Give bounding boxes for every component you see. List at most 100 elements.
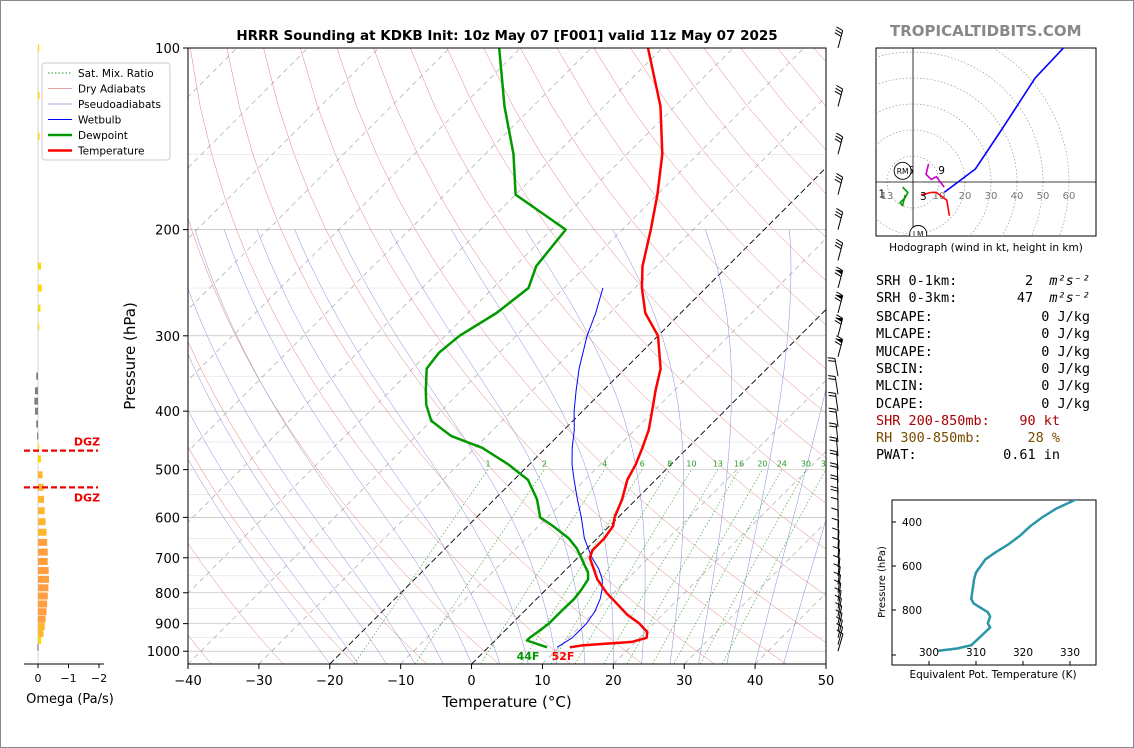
pseudoadiabat [451, 229, 614, 664]
dry-adiabat [188, 542, 284, 664]
legend-entry: Dry Adiabats [78, 84, 146, 96]
barb-feather [828, 391, 836, 394]
hodo-storm-label: LM [913, 230, 924, 239]
srh-0-3km-row: SRH 0-3km: 47 m²s⁻² [876, 290, 1090, 307]
wind-barb [834, 173, 844, 195]
omega-bar [37, 643, 39, 651]
barb-feather [832, 536, 840, 541]
hodograph-caption: Hodograph (wind in kt, height in km) [889, 242, 1083, 254]
hodo-ring-label: 20 [959, 191, 972, 202]
barb-feather [833, 563, 841, 567]
hodo-height-label: 1 [878, 189, 885, 201]
index-value: 0 J/kg [1041, 360, 1090, 377]
wind-barb [828, 391, 839, 412]
skewt-plot-frame [187, 47, 827, 665]
wind-barb [834, 132, 844, 155]
barb-feather [830, 488, 838, 492]
barb-staff [837, 605, 843, 624]
theta-x-tick-label: 300 [919, 647, 939, 659]
omega-bar [38, 284, 42, 292]
barb-feather [827, 357, 835, 359]
omega-bar [38, 538, 48, 546]
barb-feather [835, 87, 843, 93]
dry-adiabat [189, 48, 571, 664]
index-value: 0 J/kg [1041, 326, 1090, 343]
barb-feather [835, 29, 843, 34]
omega-bar [38, 471, 43, 479]
barb-feather [830, 485, 838, 489]
barb-feather [834, 138, 842, 144]
wind-barb [834, 26, 844, 49]
mixing-ratio-line [414, 469, 545, 664]
wind-barb [828, 407, 839, 428]
barb-feather [834, 272, 842, 277]
barb-flag [835, 294, 843, 300]
barb-feather [831, 527, 840, 531]
barb-feather [836, 238, 843, 244]
barb-feather [834, 32, 842, 37]
mixing-ratio-line [521, 469, 643, 664]
index-value: 28 % [1027, 430, 1060, 447]
mixing-ratio-label: 1 [485, 460, 490, 469]
omega-bar [38, 44, 40, 52]
pseudoadiabat [294, 229, 529, 664]
srh-0-1km-row: SRH 0-1km: 2 m²s⁻² [876, 273, 1090, 290]
mixing-ratio-line [700, 469, 807, 664]
omega-tick-label: 0 [35, 672, 42, 685]
wetbulb-line [556, 287, 604, 648]
barb-staff [837, 520, 840, 539]
y-tick-label: 200 [155, 224, 180, 239]
index-row: RH 300-850mb: 28 % [876, 430, 1090, 447]
barb-feather [831, 517, 839, 521]
srh-0-1km-label: SRH 0-1km: [876, 273, 958, 289]
isotherm [188, 48, 805, 664]
hodo-height-label: 9 [938, 165, 945, 177]
x-tick-label: 40 [747, 674, 764, 689]
barb-feather [836, 291, 843, 297]
omega-bar [38, 584, 49, 592]
mixing-ratio-line [551, 469, 670, 664]
barb-feather [836, 132, 843, 138]
wind-barb [834, 84, 844, 107]
x-tick-label: 20 [605, 674, 622, 689]
mixing-ratio-line [603, 469, 719, 664]
omega-bar [34, 407, 38, 415]
omega-tick-label: −2 [91, 672, 107, 685]
barb-feather [830, 465, 838, 468]
index-label: MLCIN: [876, 378, 925, 395]
mixing-ratio-label: 20 [757, 460, 767, 469]
omega-bar [38, 444, 40, 452]
wind-barb [836, 629, 844, 652]
y-tick-label: 900 [155, 618, 180, 633]
barb-feather [836, 173, 843, 178]
y-tick-label: 500 [155, 464, 180, 479]
mixing-ratio-label: 36 [821, 460, 831, 469]
omega-bar [38, 615, 46, 623]
hodo-segment [920, 191, 951, 216]
mixing-ratio-line [721, 469, 826, 664]
mixing-ratio-label: 6 [640, 460, 645, 469]
barb-feather [827, 375, 836, 378]
mixing-ratio-label: 2 [542, 460, 547, 469]
barb-feather [834, 320, 842, 325]
dry-adiabat [300, 48, 787, 664]
mixing-ratio-label: 8 [667, 460, 672, 469]
index-value: 0 J/kg [1041, 309, 1090, 325]
dry-adiabat [373, 48, 826, 596]
omega-bar [38, 518, 46, 526]
y-tick-label: 600 [155, 511, 180, 526]
theta-e-frame [891, 499, 1097, 666]
hodo-storm-marker [909, 225, 928, 236]
barb-staff [837, 598, 842, 617]
mixing-ratio-label: 24 [777, 460, 787, 469]
surface-temperature-label: 52F [552, 650, 575, 663]
pseudoadiabat [754, 387, 826, 664]
srh-0-1km-value: 2 [1024, 273, 1034, 289]
barb-staff [837, 633, 844, 652]
barb-staff [837, 557, 841, 576]
theta-e-plot-area [938, 500, 1078, 652]
index-row: SBCIN: 0 J/kg [876, 361, 1090, 378]
isotherm [613, 450, 826, 664]
omega-bar [38, 132, 40, 140]
surface-dewpoint-label: 44F [517, 650, 540, 663]
